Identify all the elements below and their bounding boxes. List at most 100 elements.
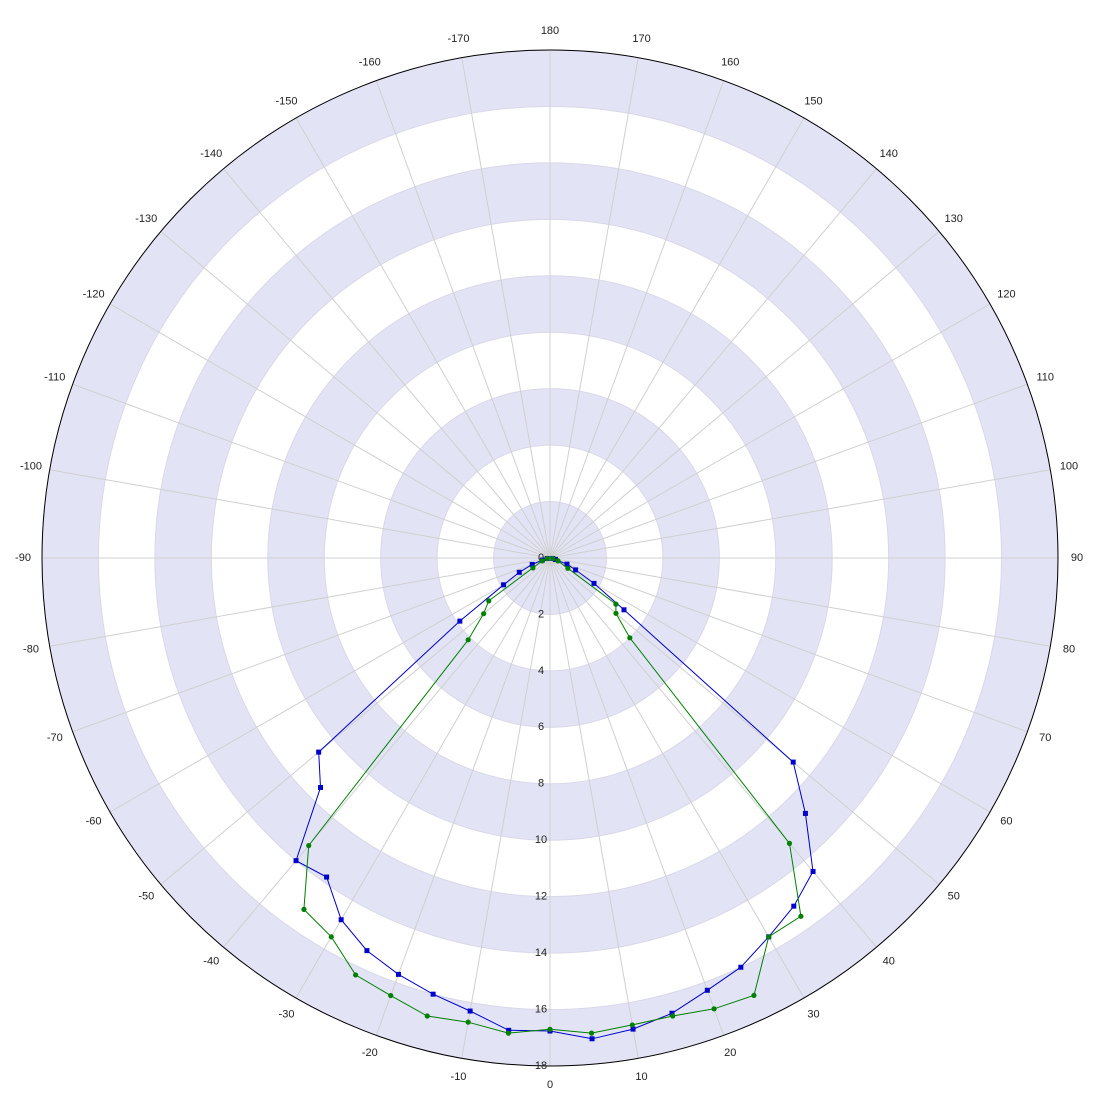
theta-tick-label: 100 <box>1060 460 1078 472</box>
theta-tick-label: -30 <box>279 1008 295 1020</box>
marker <box>465 1019 471 1025</box>
theta-tick-label: -10 <box>451 1071 467 1083</box>
marker <box>565 565 571 571</box>
marker <box>544 555 550 562</box>
theta-tick-label: -20 <box>362 1047 378 1059</box>
marker <box>364 948 370 954</box>
marker <box>316 749 322 755</box>
grid-line <box>549 557 805 999</box>
marker <box>738 964 744 970</box>
marker <box>613 601 619 607</box>
r-tick-label: 18 <box>535 1060 547 1072</box>
marker <box>505 1030 512 1036</box>
theta-tick-label: 110 <box>1036 372 1054 384</box>
marker <box>430 991 436 997</box>
grid-line <box>375 80 551 559</box>
theta-tick-label: 60 <box>1000 815 1012 827</box>
marker <box>766 934 772 940</box>
grid-line <box>549 57 639 559</box>
marker <box>486 598 492 604</box>
grid-line <box>223 557 551 948</box>
grid-line <box>160 231 551 559</box>
marker <box>481 611 487 617</box>
grid-line <box>295 117 551 559</box>
marker <box>670 1013 676 1019</box>
marker <box>352 972 359 978</box>
grid-line <box>49 469 551 559</box>
theta-tick-label: -110 <box>44 372 65 384</box>
r-tick-label: 4 <box>538 665 544 677</box>
outer-circle <box>41 49 1059 1067</box>
marker <box>589 1036 595 1042</box>
theta-tick-label: 130 <box>945 213 963 225</box>
theta-tick-label: -50 <box>138 891 154 903</box>
theta-tick-label: -130 <box>135 213 157 225</box>
marker <box>704 987 710 993</box>
grid-line <box>549 117 805 559</box>
marker <box>786 840 793 846</box>
grid-line <box>549 383 1028 559</box>
grid-line <box>549 557 1051 647</box>
grid-line <box>549 80 725 559</box>
grid-line <box>295 557 551 999</box>
theta-tick-label: 120 <box>997 288 1015 300</box>
grid-line <box>549 557 991 813</box>
theta-tick-label: 170 <box>632 33 650 45</box>
marker <box>564 561 570 567</box>
grid-line <box>549 303 991 559</box>
marker <box>457 618 463 624</box>
theta-tick-label: 160 <box>721 57 739 69</box>
grid-line <box>223 168 551 559</box>
r-tick-label: 16 <box>535 1003 547 1015</box>
marker <box>627 635 633 641</box>
marker <box>301 906 307 912</box>
marker <box>547 1026 553 1032</box>
marker <box>550 555 556 562</box>
marker <box>810 868 816 874</box>
theta-tick-label: 180 <box>541 25 559 37</box>
r-tick-label: 2 <box>538 608 544 620</box>
theta-tick-label: -160 <box>359 57 381 69</box>
grid-line <box>549 557 639 1059</box>
marker <box>798 913 804 919</box>
theta-tick-label: 140 <box>880 148 898 160</box>
r-tick-label: 6 <box>538 721 544 733</box>
grid-line <box>72 383 551 559</box>
marker <box>516 569 522 575</box>
marker <box>338 917 344 923</box>
marker <box>501 582 507 588</box>
theta-tick-label: 40 <box>883 956 895 968</box>
marker <box>802 810 808 816</box>
marker <box>630 1026 636 1032</box>
theta-tick-label: 30 <box>807 1008 819 1020</box>
marker <box>465 637 471 643</box>
marker <box>791 903 797 909</box>
marker <box>529 561 535 567</box>
grid-line <box>49 557 551 647</box>
grid-line <box>461 557 551 1059</box>
marker <box>395 971 401 977</box>
theta-tick-label: -90 <box>15 552 31 564</box>
theta-tick-label: 70 <box>1039 732 1051 744</box>
grid-line <box>549 557 877 948</box>
marker <box>613 610 619 616</box>
grid-line <box>375 557 551 1036</box>
grid-line <box>72 557 551 733</box>
grid-line <box>461 57 551 559</box>
marker <box>573 567 579 573</box>
theta-tick-label: 150 <box>804 96 822 108</box>
marker <box>388 992 394 999</box>
r-tick-label: 8 <box>538 778 544 790</box>
marker <box>591 580 597 586</box>
theta-tick-label: -150 <box>275 96 297 108</box>
theta-tick-label: 90 <box>1071 552 1083 564</box>
theta-tick-label: 0 <box>547 1079 553 1091</box>
marker <box>424 1013 430 1019</box>
marker <box>669 1010 675 1016</box>
r-tick-label: 12 <box>535 891 547 903</box>
r-tick-label: 14 <box>535 947 547 959</box>
marker <box>621 607 627 613</box>
marker <box>711 1006 717 1012</box>
grid-line <box>549 231 940 559</box>
